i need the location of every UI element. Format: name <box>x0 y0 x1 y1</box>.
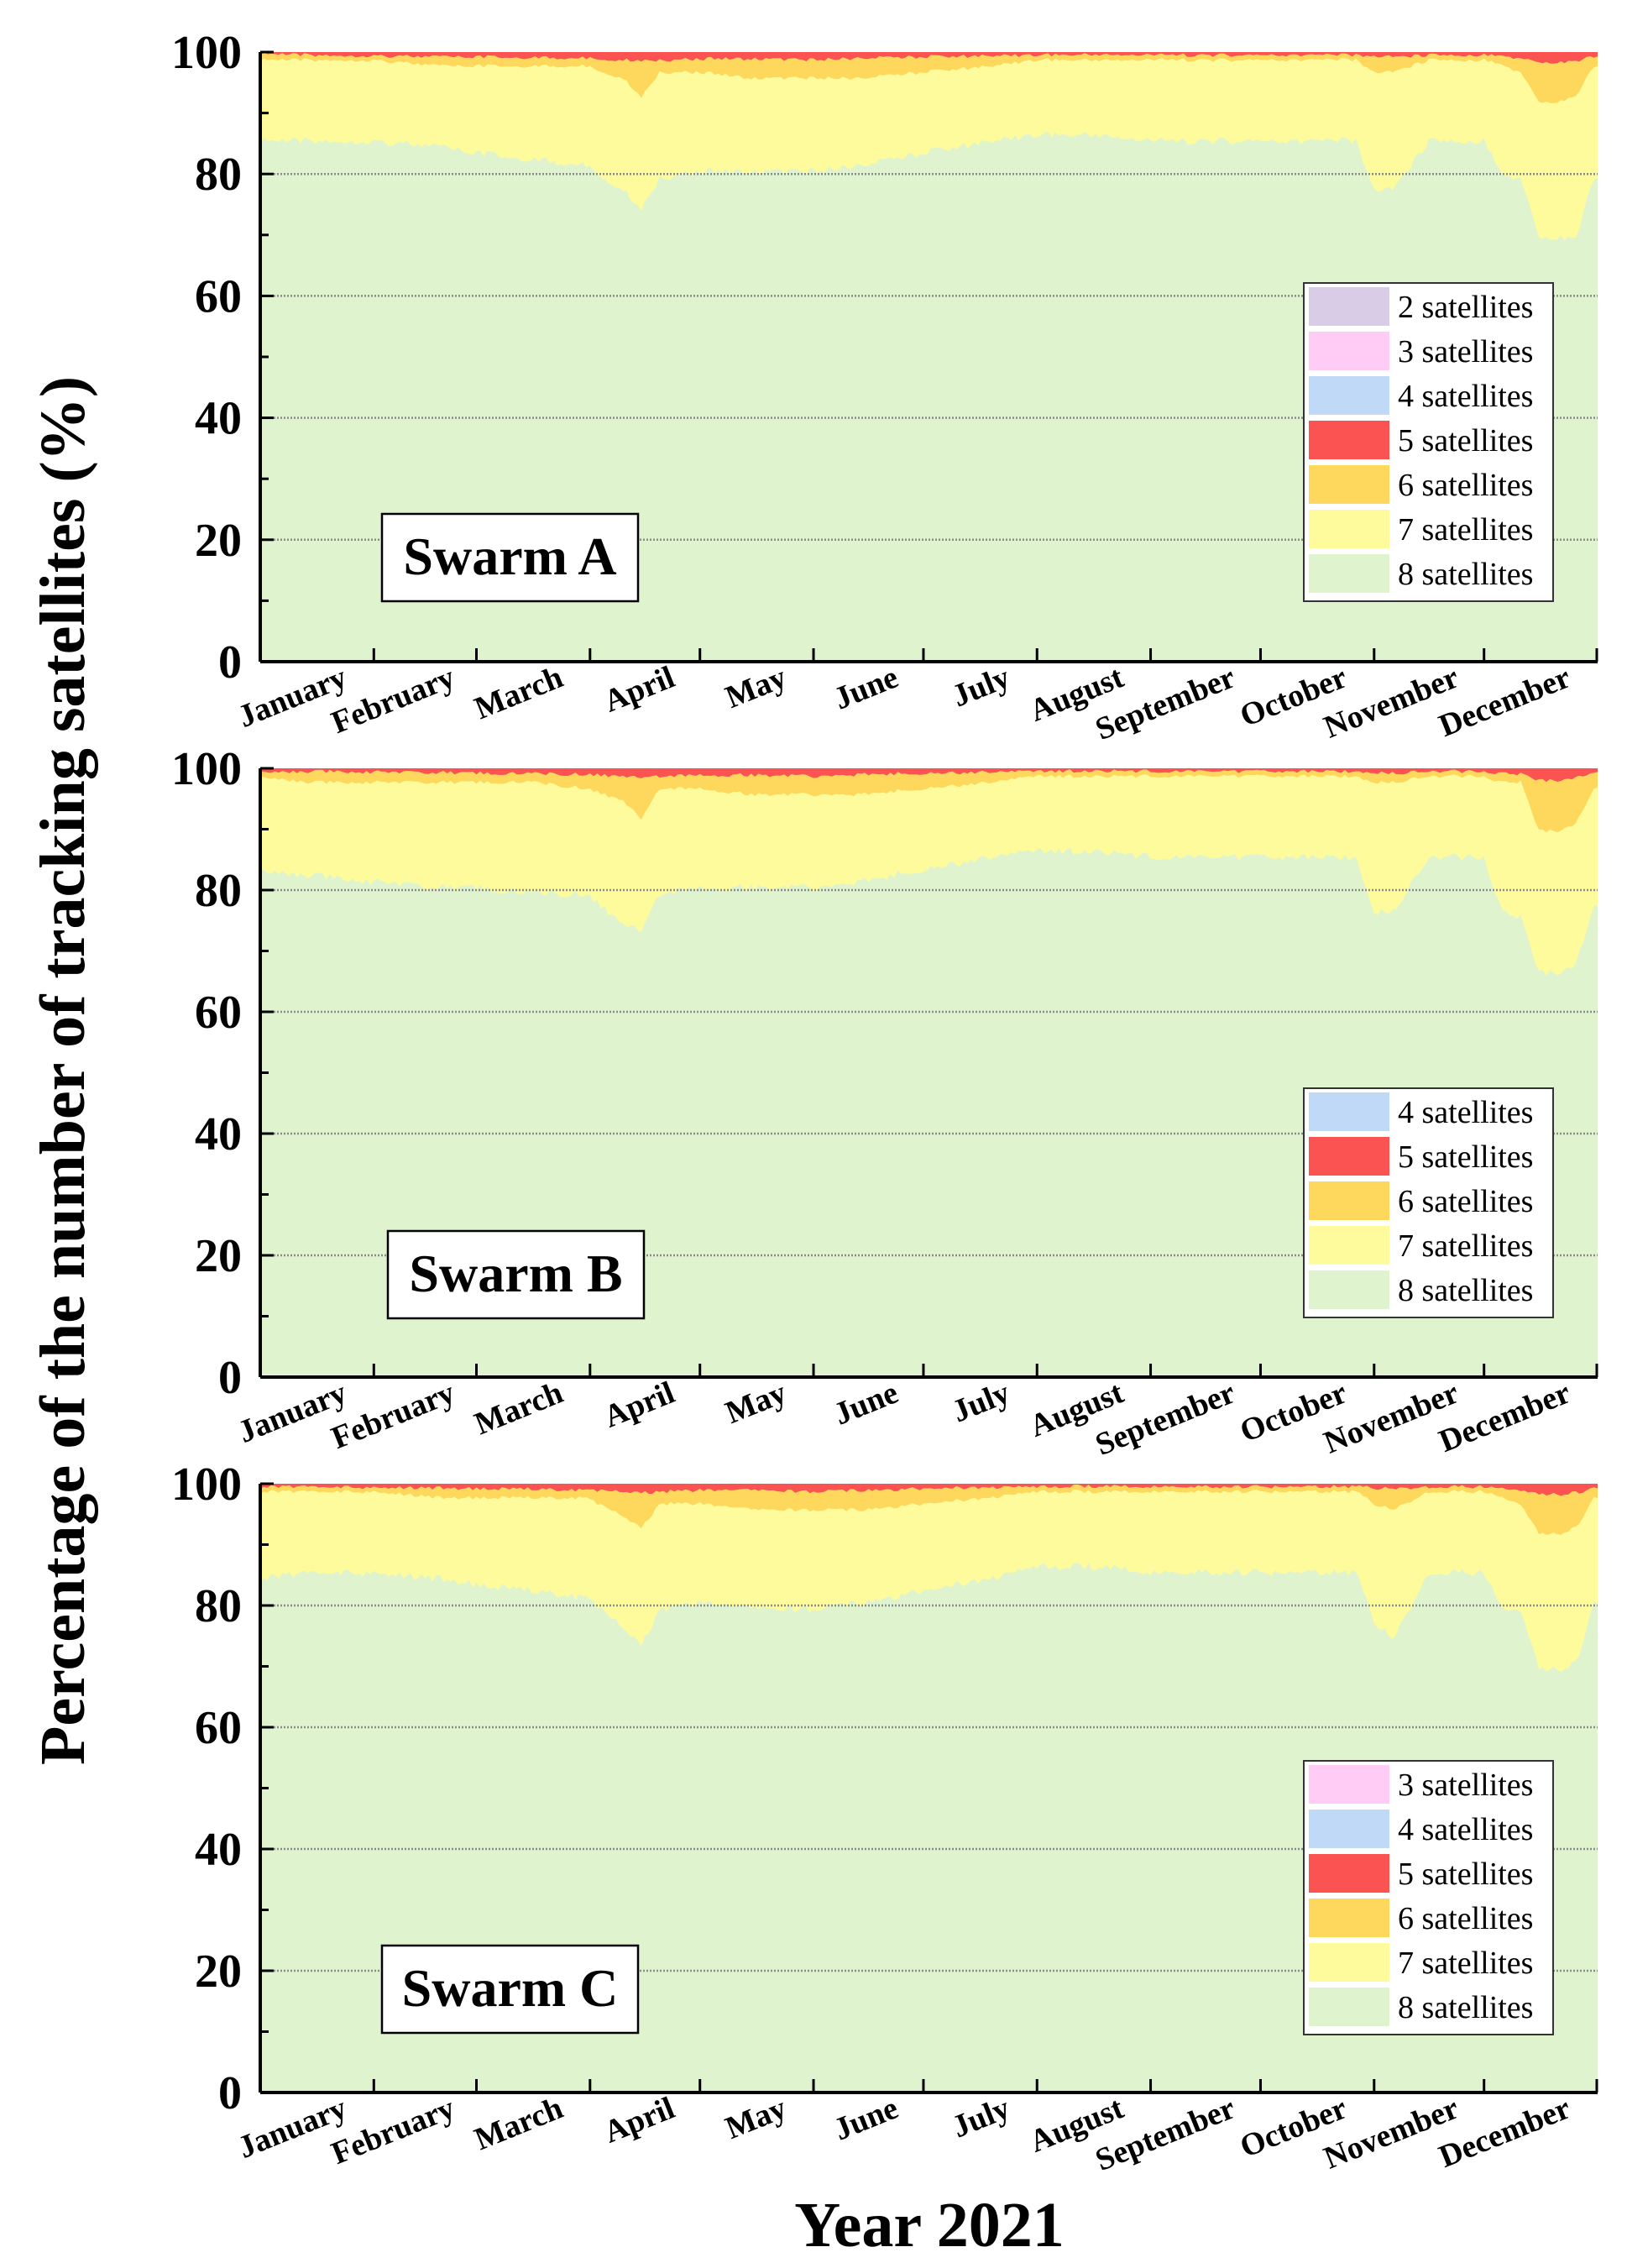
legend-label: 4 satellites <box>1398 1095 1533 1130</box>
month-label-march: March <box>469 659 568 726</box>
month-label-march: March <box>469 1375 568 1442</box>
y-tick-label: 0 <box>218 1352 242 1404</box>
legend-label: 5 satellites <box>1398 1857 1533 1892</box>
legend-label: 6 satellites <box>1398 1901 1533 1936</box>
y-tick-label: 100 <box>171 27 242 79</box>
month-label-may: May <box>720 2090 791 2146</box>
y-tick-label: 20 <box>195 1230 242 1282</box>
y-tick-label: 40 <box>195 1108 242 1160</box>
y-tick-label: 40 <box>195 1824 242 1876</box>
legend-label: 4 satellites <box>1398 379 1533 414</box>
legend-label: 8 satellites <box>1398 1273 1533 1308</box>
y-axis-title: Percentage of the number of tracking sat… <box>28 376 98 1765</box>
y-tick-label: 20 <box>195 515 242 567</box>
y-tick-label: 0 <box>218 636 242 689</box>
month-label-april: April <box>599 1375 679 1434</box>
month-label-june: June <box>829 659 902 716</box>
legend-label: 3 satellites <box>1398 334 1533 369</box>
month-label-june: June <box>829 1375 902 1432</box>
legend-label: 5 satellites <box>1398 423 1533 458</box>
legend-swatch <box>1309 1765 1389 1804</box>
y-tick-label: 60 <box>195 1702 242 1754</box>
legend-swatch <box>1309 1988 1389 2026</box>
panel-label: Swarm B <box>409 1244 622 1303</box>
y-tick-label: 60 <box>195 270 242 322</box>
y-tick-label: 100 <box>171 743 242 795</box>
month-label-july: July <box>947 2090 1014 2145</box>
legend-label: 4 satellites <box>1398 1812 1533 1847</box>
month-label-february: February <box>327 2090 460 2171</box>
month-label-may: May <box>720 659 791 715</box>
month-label-april: April <box>599 2090 679 2150</box>
legend-label: 8 satellites <box>1398 1990 1533 2025</box>
legend: 2 satellites 3 satellites 4 satellites 5 sa… <box>1303 282 1554 602</box>
y-tick-label: 80 <box>195 865 242 917</box>
month-label-july: July <box>947 1375 1014 1429</box>
legend-label: 6 satellites <box>1398 1184 1533 1219</box>
panel-label-box <box>386 1229 646 1320</box>
legend-label: 7 satellites <box>1398 1946 1533 1981</box>
legend: 3 satellites 4 satellites 5 satellites 6 sa… <box>1303 1760 1554 2035</box>
legend-swatch <box>1309 1899 1389 1937</box>
legend-swatch <box>1309 1943 1389 1982</box>
x-axis-title: Year 2021 <box>794 2190 1065 2260</box>
legend-swatch <box>1309 287 1389 326</box>
month-label-april: April <box>599 659 679 719</box>
y-tick-label: 100 <box>171 1459 242 1511</box>
legend-label: 7 satellites <box>1398 512 1533 547</box>
legend-label: 5 satellites <box>1398 1139 1533 1175</box>
month-label-july: July <box>947 659 1014 714</box>
month-label-june: June <box>829 2090 902 2147</box>
month-label-may: May <box>720 1375 791 1431</box>
panel-label-box <box>380 512 640 603</box>
legend-swatch <box>1309 421 1389 459</box>
legend-swatch <box>1309 1810 1389 1848</box>
legend-swatch <box>1309 1854 1389 1893</box>
panel-label-box <box>380 1944 640 2035</box>
legend-label: 2 satellites <box>1398 290 1533 325</box>
y-tick-label: 60 <box>195 987 242 1039</box>
legend-swatch <box>1309 332 1389 370</box>
legend-swatch <box>1309 1270 1389 1309</box>
y-tick-label: 80 <box>195 1580 242 1632</box>
month-label-february: February <box>327 1375 460 1456</box>
legend-label: 7 satellites <box>1398 1228 1533 1264</box>
legend-label: 3 satellites <box>1398 1768 1533 1803</box>
legend-label: 8 satellites <box>1398 557 1533 592</box>
panel-label: Swarm A <box>403 526 616 586</box>
legend-swatch <box>1309 1226 1389 1265</box>
legend-swatch <box>1309 510 1389 548</box>
legend-swatch <box>1309 1181 1389 1220</box>
y-tick-label: 0 <box>218 2067 242 2119</box>
legend-swatch <box>1309 1137 1389 1176</box>
month-label-february: February <box>327 659 460 741</box>
legend-swatch <box>1309 1092 1389 1131</box>
legend-swatch <box>1309 465 1389 504</box>
legend-label: 6 satellites <box>1398 468 1533 503</box>
y-tick-label: 80 <box>195 149 242 201</box>
y-tick-label: 40 <box>195 393 242 445</box>
legend-swatch <box>1309 376 1389 415</box>
panel-label: Swarm C <box>402 1958 619 2018</box>
month-label-march: March <box>469 2090 568 2157</box>
legend: 4 satellites 5 satellites 6 satellites 7 sa… <box>1303 1087 1554 1318</box>
y-tick-label: 20 <box>195 1946 242 1998</box>
legend-swatch <box>1309 554 1389 593</box>
